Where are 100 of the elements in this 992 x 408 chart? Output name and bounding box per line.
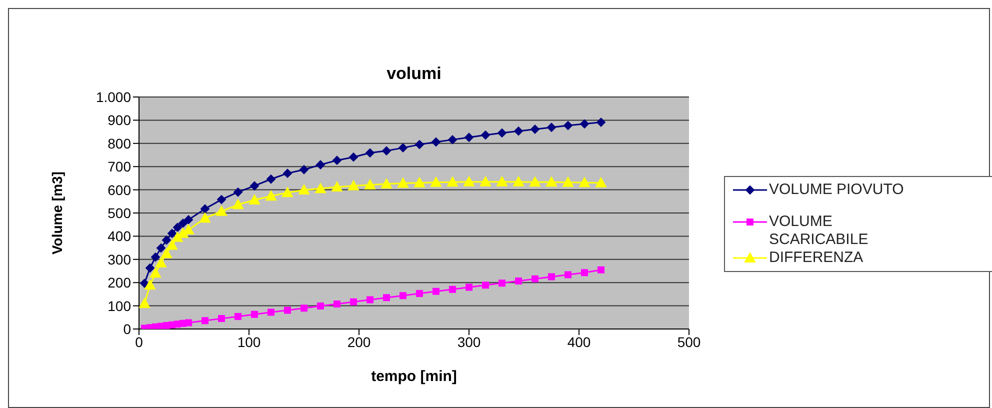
point bbox=[350, 298, 357, 306]
point bbox=[498, 280, 506, 287]
point bbox=[232, 199, 244, 210]
point bbox=[580, 119, 589, 128]
point bbox=[432, 138, 440, 147]
point bbox=[300, 165, 308, 174]
y-tick-label: 800 bbox=[108, 135, 132, 152]
point bbox=[283, 168, 292, 178]
y-tick-label: 300 bbox=[108, 251, 132, 268]
y-tick-label: 0 bbox=[123, 320, 132, 337]
point bbox=[234, 312, 242, 320]
point bbox=[334, 300, 340, 308]
x-tick-label: 100 bbox=[237, 334, 261, 350]
point bbox=[366, 296, 374, 304]
y-tick-label: 200 bbox=[108, 274, 132, 291]
point bbox=[349, 152, 358, 162]
point bbox=[184, 215, 193, 224]
point bbox=[139, 298, 150, 308]
point bbox=[178, 218, 188, 228]
point bbox=[216, 206, 227, 216]
point bbox=[381, 178, 392, 188]
point bbox=[348, 180, 359, 190]
point bbox=[151, 252, 160, 262]
point bbox=[513, 176, 524, 186]
point bbox=[383, 294, 390, 302]
point bbox=[464, 176, 474, 186]
y-tick-label: 700 bbox=[108, 158, 132, 175]
point bbox=[464, 132, 474, 142]
point bbox=[398, 178, 408, 188]
point bbox=[547, 122, 556, 132]
point bbox=[217, 195, 226, 204]
point bbox=[498, 128, 506, 138]
point bbox=[251, 310, 258, 318]
point bbox=[466, 284, 472, 291]
point bbox=[400, 292, 406, 300]
legend-label: DIFFERENZA bbox=[769, 249, 864, 267]
point bbox=[414, 177, 425, 188]
point bbox=[266, 174, 276, 184]
point bbox=[250, 181, 259, 190]
point bbox=[448, 135, 457, 144]
point bbox=[284, 306, 291, 314]
y-axis-title: Volume [m3] bbox=[48, 172, 65, 254]
point bbox=[364, 179, 376, 190]
point bbox=[515, 277, 522, 284]
point bbox=[150, 268, 161, 278]
point bbox=[581, 269, 588, 276]
point bbox=[596, 177, 606, 188]
point bbox=[298, 184, 310, 195]
point bbox=[316, 160, 325, 170]
point bbox=[366, 148, 374, 158]
point bbox=[234, 188, 242, 197]
point bbox=[415, 140, 424, 150]
point bbox=[579, 177, 590, 188]
point bbox=[282, 187, 293, 198]
point bbox=[480, 176, 491, 186]
point bbox=[156, 244, 166, 253]
point bbox=[449, 286, 456, 293]
point bbox=[268, 308, 274, 316]
point bbox=[166, 240, 178, 250]
x-tick-label: 500 bbox=[677, 334, 701, 350]
legend-label: VOLUME PIOVUTO bbox=[769, 181, 905, 199]
point bbox=[185, 319, 192, 326]
point bbox=[432, 288, 440, 295]
point bbox=[482, 282, 489, 289]
point bbox=[332, 156, 342, 165]
point bbox=[315, 183, 326, 194]
legend-label: VOLUME SCARICABILE bbox=[769, 213, 870, 249]
point bbox=[596, 118, 606, 127]
point bbox=[564, 271, 572, 278]
point bbox=[496, 176, 508, 186]
point bbox=[546, 176, 557, 187]
point bbox=[562, 176, 574, 187]
point bbox=[266, 190, 276, 201]
point bbox=[532, 275, 538, 282]
point bbox=[382, 146, 391, 156]
y-tick-label: 400 bbox=[108, 228, 132, 244]
point bbox=[416, 290, 423, 298]
point bbox=[530, 124, 540, 134]
point bbox=[162, 236, 171, 245]
point bbox=[564, 121, 572, 130]
x-axis-title: tempo [min] bbox=[371, 368, 457, 385]
x-tick-label: 200 bbox=[347, 334, 371, 350]
point bbox=[332, 182, 342, 192]
x-tick-label: 300 bbox=[457, 334, 481, 350]
point bbox=[598, 266, 604, 274]
point bbox=[548, 273, 555, 280]
point bbox=[200, 212, 210, 223]
point bbox=[447, 176, 458, 187]
point bbox=[398, 143, 408, 152]
point bbox=[218, 315, 225, 322]
point bbox=[249, 194, 260, 205]
point bbox=[317, 302, 324, 310]
point bbox=[202, 317, 208, 324]
point bbox=[146, 263, 154, 272]
point bbox=[144, 280, 156, 290]
point bbox=[156, 257, 166, 268]
x-tick-label: 0 bbox=[135, 334, 144, 350]
point bbox=[300, 304, 308, 312]
y-tick-label: 600 bbox=[108, 182, 132, 198]
point bbox=[183, 224, 194, 234]
